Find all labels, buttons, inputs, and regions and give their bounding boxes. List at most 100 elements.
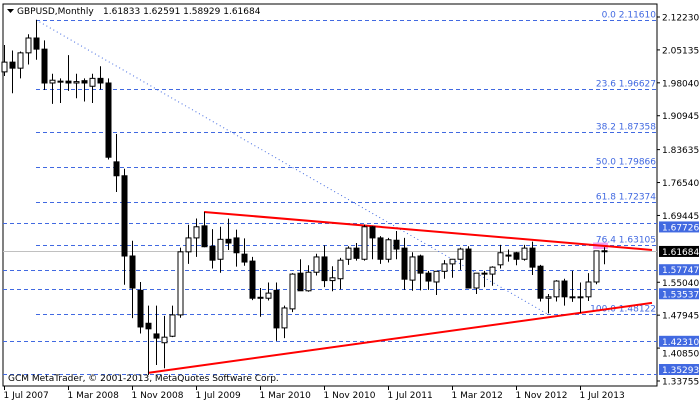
y-axis-tick-label: 1.69445	[662, 212, 699, 222]
bullish-candle-body	[385, 239, 392, 260]
bullish-candle-body	[521, 247, 528, 260]
bullish-candle-body	[185, 237, 192, 253]
candle	[433, 270, 440, 295]
bearish-candle-body	[249, 260, 256, 299]
candle	[529, 241, 536, 276]
chart-symbol: GBPUSD,Monthly	[17, 7, 94, 17]
bearish-candle-body	[561, 280, 568, 298]
fibonacci-level-label: 23.6 1.96627	[596, 80, 656, 90]
candle	[481, 270, 488, 288]
bearish-candle-body	[577, 296, 584, 299]
bullish-candle-body	[73, 81, 80, 84]
bearish-candle-body	[529, 247, 536, 268]
bearish-candle-body	[393, 239, 400, 250]
bullish-candle-body	[17, 52, 24, 69]
dropdown-triangle-icon[interactable]	[7, 9, 14, 13]
candle	[185, 224, 192, 264]
candle	[129, 240, 136, 319]
bearish-candle-body	[273, 289, 280, 329]
bullish-candle-body	[489, 266, 496, 275]
candle	[249, 256, 256, 301]
bullish-candle-body	[305, 271, 312, 292]
candle	[57, 78, 64, 103]
bullish-candle-body	[161, 336, 168, 344]
y-axis-tick-label: 1.47945	[662, 312, 699, 322]
bearish-candle-body	[33, 37, 40, 50]
candle	[401, 237, 408, 290]
bearish-candle-body	[201, 225, 208, 248]
candle	[169, 305, 176, 338]
bearish-candle-body	[105, 82, 112, 158]
bearish-candle-body	[537, 265, 544, 299]
bearish-candle-body	[321, 256, 328, 282]
candle	[521, 244, 528, 261]
bearish-candle-body	[417, 255, 424, 274]
level-price-label: 1.35293	[662, 366, 699, 376]
candle	[393, 230, 400, 260]
candle	[361, 224, 368, 261]
candle	[49, 73, 56, 104]
bearish-candle-body	[377, 237, 384, 260]
candle	[601, 247, 608, 265]
candle	[457, 247, 464, 270]
candle	[289, 273, 296, 313]
candle	[305, 265, 312, 292]
candle	[25, 34, 32, 65]
candle	[65, 55, 72, 91]
candle	[201, 211, 208, 248]
x-axis-tick-label: 1 Mar 2008	[68, 391, 120, 401]
candle	[561, 278, 568, 306]
candle	[409, 252, 416, 291]
x-axis-tick-label: 1 Nov 2008	[132, 391, 184, 401]
candle	[537, 264, 544, 302]
x-axis-tick-label: 1 Mar 2012	[452, 391, 503, 401]
x-axis-tick-label: 1 Nov 2012	[516, 391, 568, 401]
bearish-candle-body	[241, 253, 248, 263]
bullish-candle-body	[217, 238, 224, 260]
bullish-candle-body	[345, 247, 352, 260]
candle	[489, 266, 496, 286]
bullish-candle-body	[361, 226, 368, 260]
candle	[33, 19, 40, 60]
plot-area	[2, 3, 658, 387]
bearish-candle-body	[425, 272, 432, 282]
bearish-candle-body	[513, 252, 520, 260]
fibonacci-level-label: 61.8 1.72374	[596, 193, 656, 203]
bullish-candle-body	[25, 37, 32, 54]
bearish-candle-body	[65, 80, 72, 84]
chart-ohlc: 1.61833 1.62591 1.58929 1.61684	[103, 7, 261, 17]
candle	[377, 236, 384, 264]
bullish-candle-body	[449, 258, 456, 265]
bearish-candle-body	[505, 254, 512, 257]
candle	[425, 270, 432, 290]
bearish-candle-body	[153, 333, 160, 339]
candle	[153, 305, 160, 366]
bullish-candle-body	[193, 226, 200, 239]
bullish-candle-body	[329, 277, 336, 282]
candle	[545, 294, 552, 314]
trendline	[203, 210, 653, 251]
candle	[9, 50, 16, 94]
bearish-candle-body	[601, 250, 608, 253]
y-axis-tick-label: 1.90945	[662, 112, 699, 122]
bearish-candle-body	[257, 296, 264, 299]
x-axis-tick-label: 1 Nov 2010	[324, 391, 376, 401]
y-axis-tick-label: 1.83635	[662, 146, 699, 156]
bearish-candle-body	[233, 237, 240, 254]
bid-price-label: 1.61684	[662, 248, 699, 258]
candle	[585, 273, 592, 301]
bullish-candle-body	[433, 270, 440, 283]
bullish-candle-body	[545, 296, 552, 299]
level-price-label: 1.53537	[662, 290, 699, 300]
bearish-candle-body	[569, 296, 576, 299]
candle	[73, 73, 80, 99]
candle	[417, 254, 424, 291]
candle	[225, 218, 232, 250]
candle	[593, 250, 600, 285]
bullish-candle-body	[441, 263, 448, 272]
bullish-candle-body	[57, 80, 64, 83]
x-axis-tick-label: 1 Jul 2007	[4, 391, 49, 401]
bearish-candle-body	[353, 247, 360, 259]
candle	[337, 257, 344, 290]
